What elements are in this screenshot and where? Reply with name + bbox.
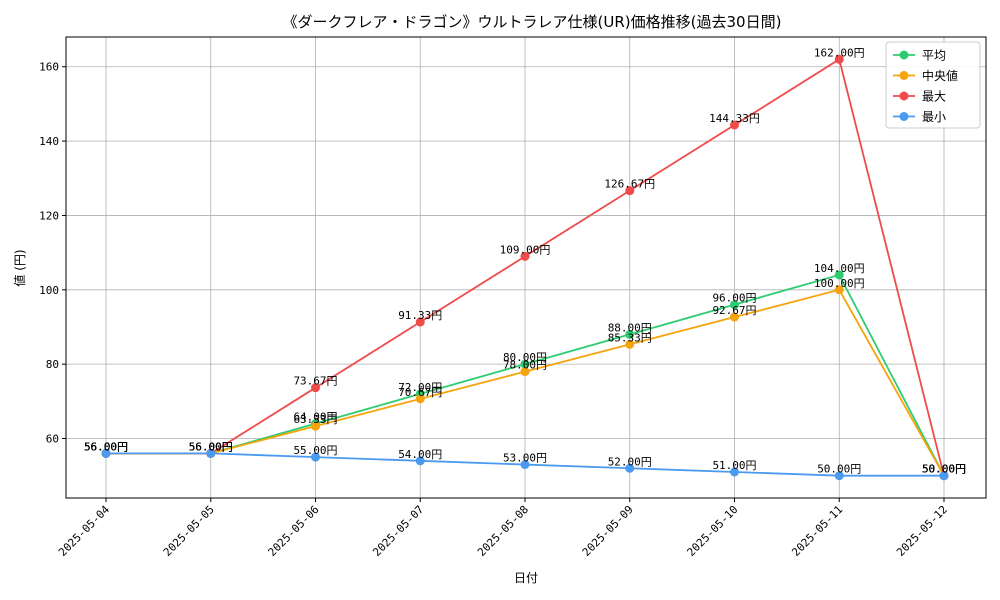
data-point [206, 448, 216, 458]
data-point [311, 383, 320, 393]
legend-label: 平均 [922, 49, 946, 63]
data-label: 56.00円 [84, 440, 128, 453]
data-point [730, 312, 739, 322]
data-label: 56.00円 [189, 440, 233, 453]
data-labels: 56.00円 56.00円 64.00円 72.00円 80.00円 88.00円 96.0… [84, 46, 966, 475]
data-point [101, 448, 111, 458]
data-label: 56.00円 [84, 440, 128, 453]
series-lines [101, 54, 949, 481]
y-tick-label: 160 [39, 61, 59, 74]
grid-lines [66, 37, 986, 498]
data-label: 50.00円 [922, 463, 966, 476]
data-label: 52.00円 [608, 455, 652, 468]
data-label: 104.00円 [814, 262, 865, 275]
legend-marker [899, 112, 909, 121]
legend-label: 中央値 [922, 68, 958, 83]
legend-label: 最小 [922, 110, 946, 124]
data-point [834, 54, 844, 64]
data-label: 126.67円 [604, 178, 655, 191]
data-label: 56.00円 [189, 440, 233, 453]
data-label: 162.00円 [814, 46, 865, 59]
data-label: 73.67円 [293, 375, 337, 388]
legend-box [885, 41, 981, 129]
data-point [834, 285, 844, 295]
y-axis-label: 値 (円) [12, 249, 27, 286]
data-point [520, 251, 530, 261]
data-label: 56.00円 [84, 440, 128, 453]
data-label: 63.33円 [293, 413, 337, 426]
chart-title: 《ダークフレア・ドラゴン》ウルトラレア仕様(UR)価格推移(過去30日間) [283, 13, 782, 31]
legend-marker [899, 91, 909, 101]
data-point [730, 300, 739, 310]
data-point [311, 421, 320, 431]
y-tick-label: 120 [39, 209, 59, 222]
data-point [625, 463, 635, 473]
data-point [625, 329, 635, 339]
data-label: 72.00円 [398, 381, 442, 394]
data-label: 50.00円 [922, 463, 966, 476]
data-point [520, 359, 530, 369]
data-label: 55.00円 [293, 444, 337, 457]
data-label: 50.00円 [922, 463, 966, 476]
data-label: 64.00円 [293, 411, 337, 424]
data-point [415, 394, 425, 404]
data-label: 144.33円 [709, 112, 760, 125]
data-point [415, 317, 425, 327]
data-label: 53.00円 [503, 452, 547, 465]
data-point [730, 467, 739, 477]
data-label: 56.00円 [189, 440, 233, 453]
x-axis-label: 日付 [514, 571, 538, 585]
y-axis-ticks: 60 80 100 120 140 160 [39, 61, 66, 446]
legend-marker [899, 50, 909, 60]
data-point [415, 456, 425, 466]
data-label: 56.00円 [84, 440, 128, 453]
data-label: 109.00円 [500, 243, 551, 256]
legend-marker [899, 71, 909, 80]
y-tick-label: 140 [39, 135, 59, 148]
legend-label: 最大 [922, 90, 946, 104]
data-point [625, 186, 635, 196]
data-point [834, 471, 844, 481]
data-label: 56.00円 [189, 440, 233, 453]
data-label: 100.00円 [814, 277, 865, 290]
data-point [834, 270, 844, 280]
data-point [939, 471, 949, 481]
data-label: 85.33円 [608, 331, 652, 344]
data-label: 54.00円 [398, 448, 442, 461]
data-point [311, 452, 320, 462]
y-tick-label: 100 [39, 284, 59, 297]
data-point [520, 460, 530, 470]
data-label: 50.00円 [817, 463, 861, 476]
data-label: 80.00円 [503, 351, 547, 364]
data-label: 50.00円 [922, 463, 966, 476]
data-point [520, 367, 530, 377]
data-label: 96.00円 [712, 292, 756, 305]
data-point [625, 339, 635, 349]
plot-area-frame [65, 36, 987, 499]
data-label: 88.00円 [608, 321, 652, 334]
data-point [730, 120, 739, 130]
y-tick-label: 60 [46, 433, 59, 446]
data-label: 51.00円 [712, 459, 756, 472]
data-label: 78.00円 [503, 359, 547, 372]
y-tick-label: 80 [46, 358, 59, 371]
data-label: 92.67円 [712, 304, 756, 317]
data-label: 70.67円 [398, 386, 442, 399]
data-label: 91.33円 [398, 309, 442, 322]
